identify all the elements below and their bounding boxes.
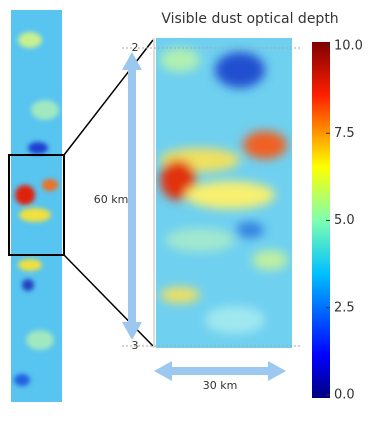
zoom-image <box>156 38 292 348</box>
colorbar-tick-label: 10.0 <box>334 39 363 54</box>
title: Visible dust optical depth <box>161 11 338 27</box>
colorbar-tick-label: 7.5 <box>334 126 355 141</box>
colorbar-tick-label: 2.5 <box>334 300 355 315</box>
horizontal-arrow <box>154 361 286 381</box>
horizontal-scale-label: 30 km <box>203 379 238 392</box>
marker-label: 2 <box>132 41 139 54</box>
colorbar-tick-label: 0.0 <box>334 388 355 403</box>
colorbar <box>312 42 330 398</box>
vertical-scale-label: 60 km <box>94 193 129 206</box>
zoom-line <box>63 254 154 347</box>
marker-label: 3 <box>132 339 139 352</box>
zoom-line <box>63 39 154 156</box>
colorbar-tick-label: 5.0 <box>334 213 355 228</box>
zoom-box <box>8 154 65 256</box>
overview-strip <box>11 10 62 402</box>
vertical-arrow <box>122 52 142 340</box>
